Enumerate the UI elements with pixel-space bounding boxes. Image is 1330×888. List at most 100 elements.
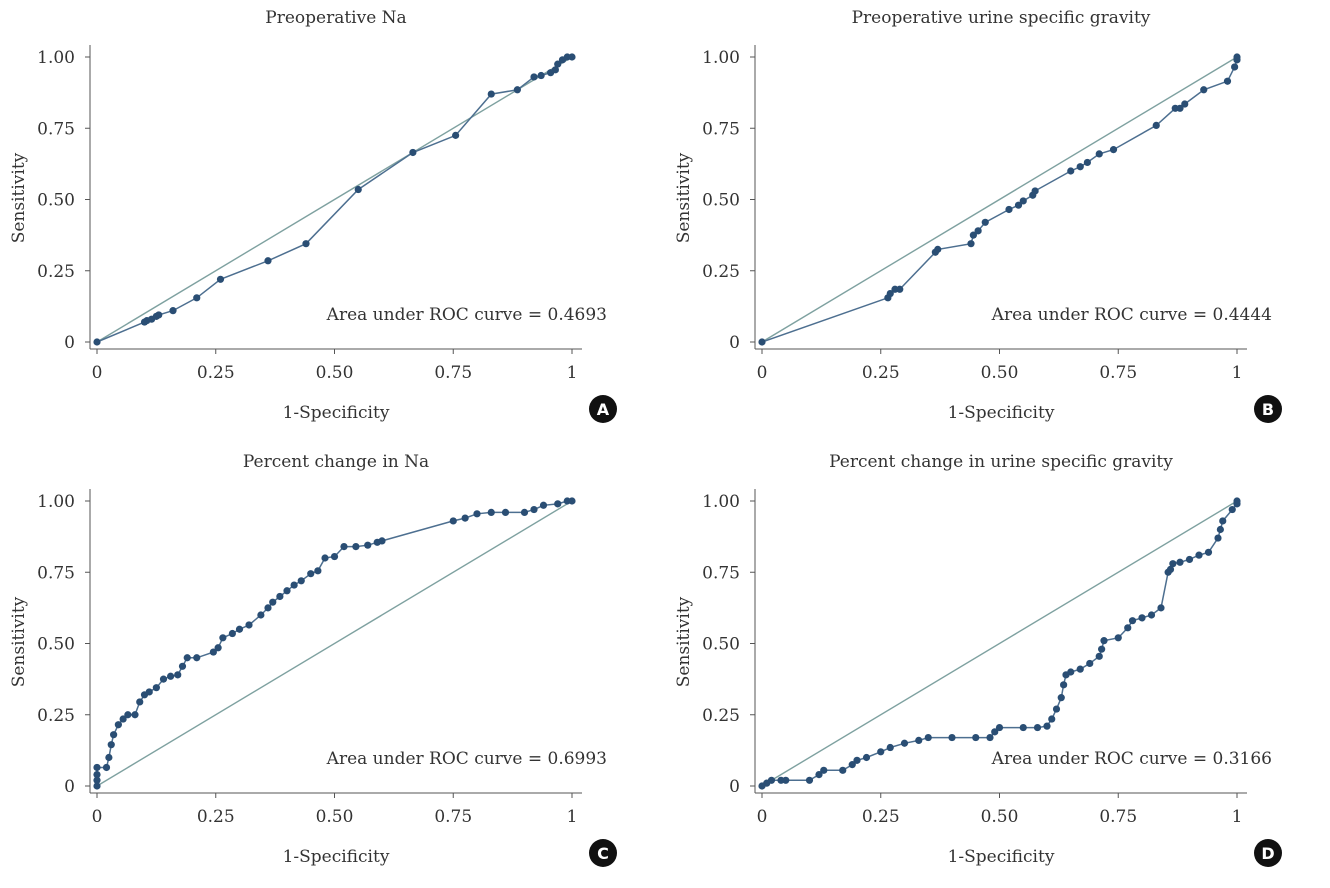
roc-point [452,131,460,139]
roc-point [216,275,225,283]
roc-chart-b: Preoperative urine specific gravity 00 0.2… [674,8,1282,423]
roc-point [1043,722,1051,730]
y-tick-label: 1.00 [702,48,740,68]
roc-point [159,675,168,683]
chart-title: Preoperative urine specific gravity [852,8,1151,28]
roc-chart-a: Preoperative Na 00 0.25 0.25 0.50 0.50 0.75 0.7… [9,8,617,423]
chart-title: Percent change in Na [243,452,429,472]
roc-point [981,218,989,226]
roc-point [110,731,118,739]
roc-point [967,240,975,248]
roc-point [1095,150,1103,158]
roc-point [93,776,101,784]
roc-panel-a: Preoperative Na 0 0 0.25 0.25 0.50 0.50 0.75 0.7… [0,0,665,444]
y-tick-label: 1.00 [702,492,740,512]
roc-point [119,715,127,723]
y-tick-label: 0.25 [37,262,75,282]
y-axis-label: Sensitivity [674,152,694,243]
roc-point [183,654,191,662]
roc-point [948,733,956,742]
roc-point [257,611,265,619]
y-tick-label: 0.50 [702,191,740,211]
roc-point [1185,555,1194,564]
roc-point [782,776,790,784]
roc-point [1233,53,1241,61]
auc-annotation: Area under ROC curve = 0.4444 [991,305,1272,325]
roc-point [93,763,101,772]
roc-point [131,711,139,719]
roc-point [193,654,201,662]
roc-point [1223,77,1232,85]
roc-panel-b: Preoperative urine specific gravity 0 0 0.2… [665,0,1330,444]
roc-point [1019,723,1027,732]
reference-line [96,500,573,787]
roc-point [1067,167,1075,175]
roc-point [1052,705,1061,713]
roc-point [767,776,776,784]
roc-point [924,733,932,742]
roc-point [1033,723,1042,732]
roc-point [896,285,904,293]
roc-point [568,497,576,505]
roc-point [1195,551,1203,559]
roc-point [530,73,538,81]
roc-point [1181,100,1189,108]
roc-point [152,684,160,692]
roc-point [520,508,529,516]
y-tick-label: 0.50 [37,635,75,655]
roc-point [848,761,856,769]
roc-point [378,537,386,545]
roc-point [1114,634,1122,642]
roc-point [174,671,182,679]
y-tick-label: 0.75 [702,119,740,139]
roc-chart-c: Percent change in Na 00 0.25 0.25 0.50 0.50 0.… [9,452,617,867]
roc-point [886,289,894,298]
x-axis-label: 1-Specificity [283,847,390,867]
y-tick-label: 0 [64,777,75,797]
roc-point [839,766,847,774]
y-tick-label: 0.25 [702,262,740,282]
roc-point [1157,604,1165,612]
roc-point [537,71,545,80]
roc-point [340,543,348,551]
chart-title: Preoperative Na [265,8,406,28]
roc-point [1231,63,1239,71]
panel-badge-letter: D [1261,844,1274,863]
roc-point [1060,681,1068,689]
roc-point [93,782,101,790]
roc-point [364,541,372,549]
y-tick-label: 1.00 [37,48,75,68]
roc-point [1166,565,1175,573]
roc-point [245,621,253,629]
roc-point [105,753,113,762]
x-tick-label: 1 [1232,363,1243,383]
roc-point [93,771,101,779]
roc-point [1076,665,1084,673]
roc-panel-d: Percent change in urine specific gravity… [665,444,1330,888]
roc-point [1095,652,1103,660]
x-tick-label: 0.75 [434,807,472,827]
roc-point [805,776,814,784]
roc-point [1128,617,1137,625]
roc-point [1124,624,1132,632]
y-tick-label: 0 [64,333,75,353]
roc-point [283,587,291,595]
roc-point [758,338,766,346]
x-tick-label: 1 [567,363,578,383]
roc-point [449,517,457,525]
panel-badge [589,395,617,423]
roc-point [969,231,977,239]
y-axis-label: Sensitivity [674,596,694,687]
reference-line [761,56,1238,343]
roc-point [986,733,994,742]
reference-line [96,56,573,343]
roc-point [1228,505,1236,514]
roc-point [539,501,548,509]
roc-point [264,604,272,612]
roc-point [862,753,871,762]
roc-point [219,634,227,642]
x-tick-label: 0.75 [1099,807,1137,827]
roc-point [915,736,923,744]
y-tick-label: 1.00 [37,492,75,512]
roc-point [530,505,538,514]
